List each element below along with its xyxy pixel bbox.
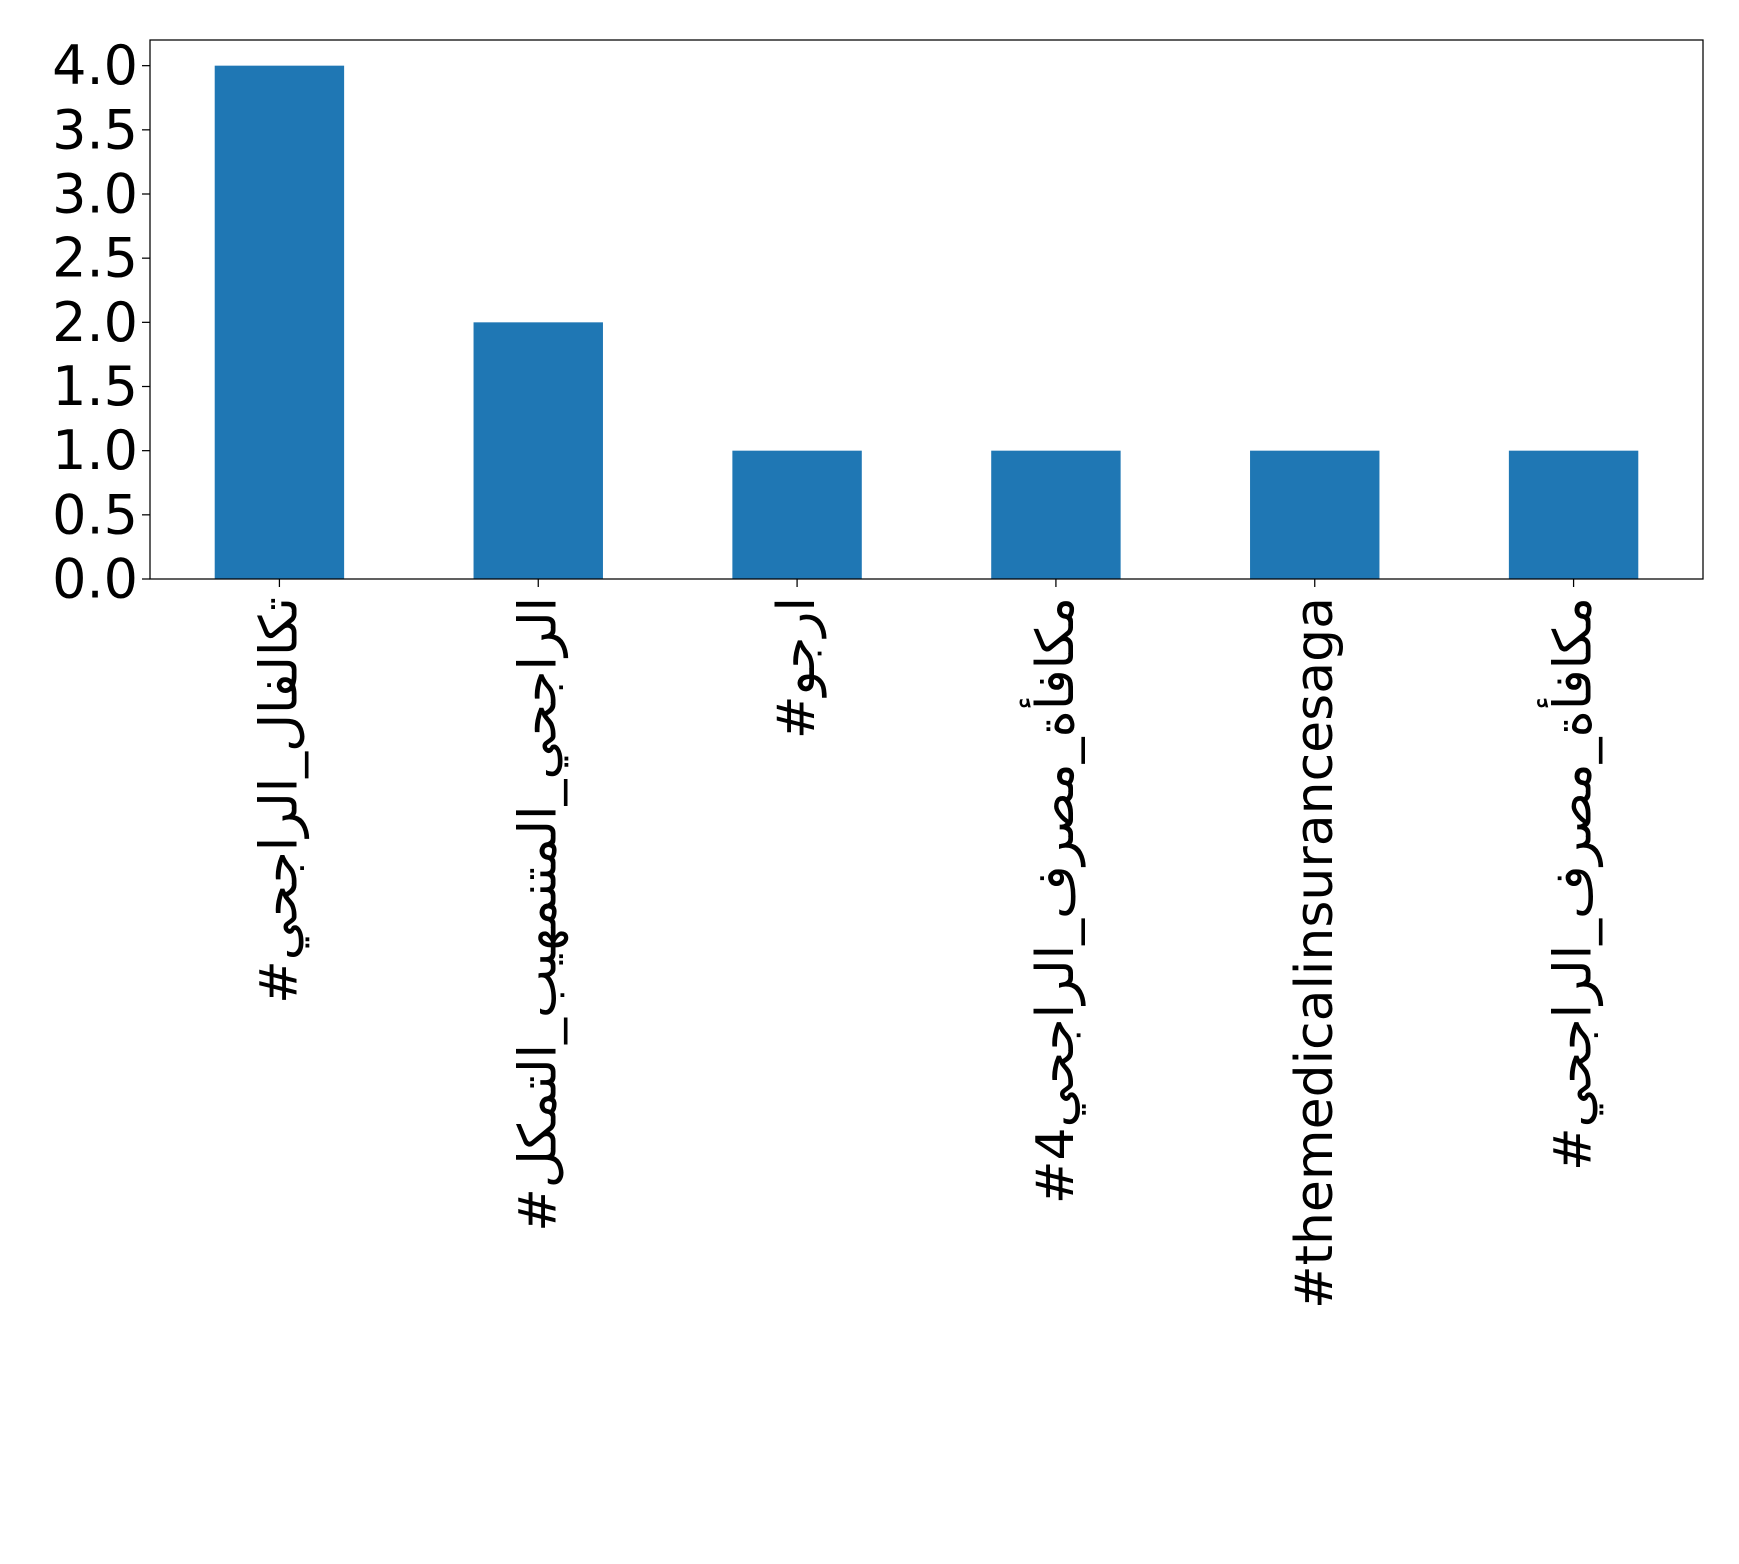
y-axis: 0.00.51.01.52.02.53.03.54.0 bbox=[52, 34, 150, 611]
bars-layer bbox=[214, 65, 1639, 579]
y-tick-label: 2.5 bbox=[52, 227, 138, 290]
bar bbox=[991, 450, 1121, 579]
y-tick-label: 2.0 bbox=[52, 291, 138, 354]
x-tick-label: #themedicalinsurancesaga bbox=[1285, 597, 1345, 1309]
bar bbox=[732, 450, 862, 579]
y-tick-label: 0.0 bbox=[52, 548, 138, 611]
plot-frame bbox=[149, 39, 1704, 580]
bar bbox=[1508, 450, 1639, 579]
x-tick-label: #ارجو bbox=[767, 597, 827, 739]
y-tick-label: 1.5 bbox=[52, 355, 138, 418]
bar bbox=[1250, 450, 1380, 579]
bar bbox=[473, 322, 603, 579]
y-tick-label: 3.5 bbox=[52, 98, 138, 161]
x-axis: #تكالفال_الراجحي #الراجحي_المتنمهيب_التمك… bbox=[249, 579, 1604, 1309]
bar bbox=[214, 65, 345, 579]
y-tick-label: 3.0 bbox=[52, 163, 138, 226]
x-tick-label: #الراجحي_المتنمهيب_التمكل bbox=[508, 597, 568, 1232]
x-tick-label: #تكالفال_الراجحي bbox=[249, 597, 309, 1004]
y-tick-label: 1.0 bbox=[52, 419, 138, 482]
x-tick-label: #مكافأة_مصرف_الراجحي bbox=[1537, 597, 1604, 1171]
x-tick-label: #مكافأة_مصرف_الراجحي4 bbox=[1019, 597, 1086, 1204]
y-tick-label: 0.5 bbox=[52, 483, 138, 546]
y-tick-label: 4.0 bbox=[52, 34, 138, 97]
